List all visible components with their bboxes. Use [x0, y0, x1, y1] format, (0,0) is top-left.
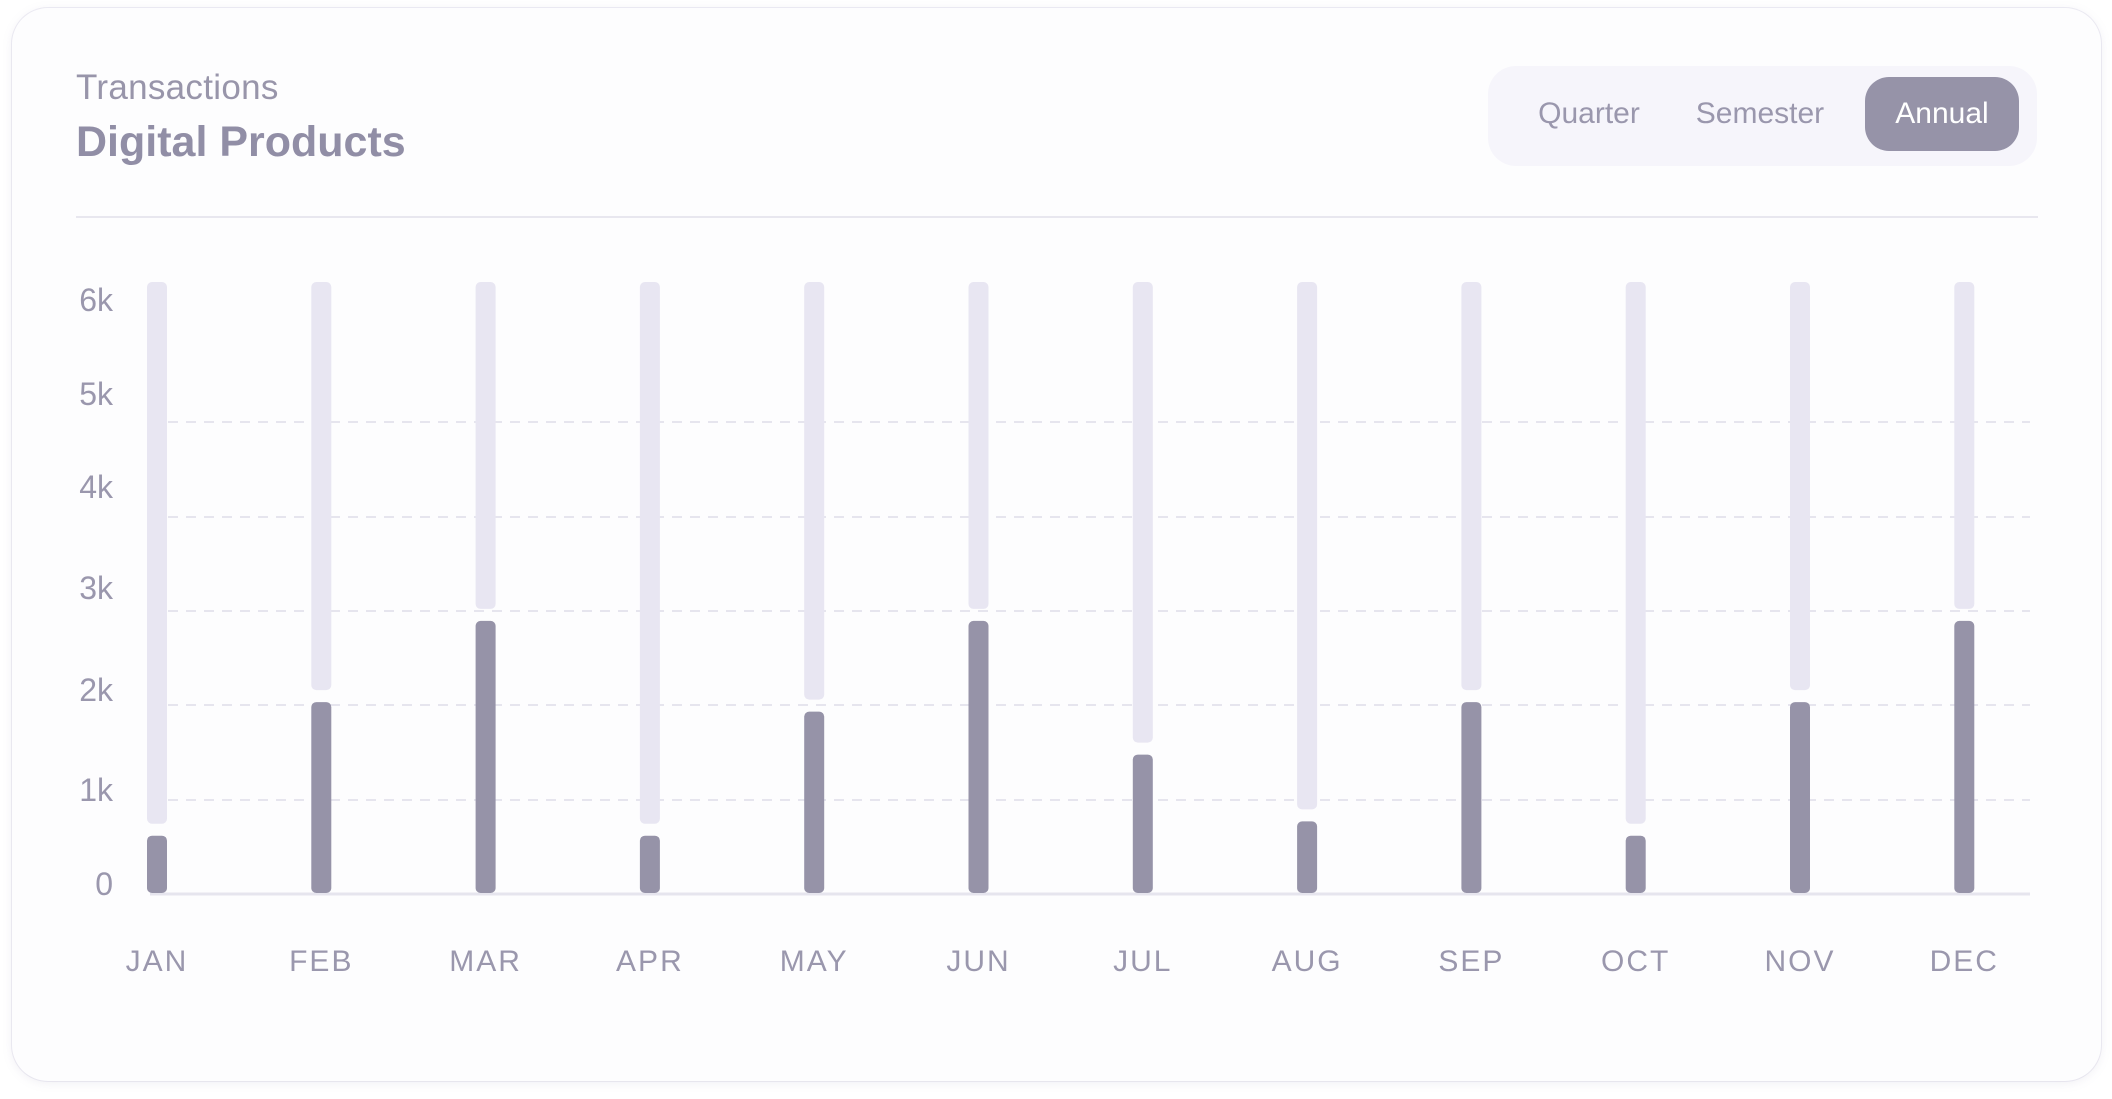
bar-track — [475, 282, 496, 609]
x-tick-label: OCT — [1601, 945, 1670, 978]
y-tick-label: 5k — [79, 376, 114, 412]
x-tick-label: JAN — [126, 945, 189, 978]
bar — [1625, 835, 1646, 893]
bar-track — [147, 282, 167, 824]
bar — [147, 835, 167, 893]
x-tick-label: DEC — [1930, 945, 1999, 978]
bar — [1132, 754, 1153, 893]
bar — [639, 835, 660, 893]
bar — [311, 702, 332, 893]
x-tick-label: APR — [616, 945, 684, 978]
bar-track — [1297, 282, 1318, 810]
y-tick-label: 1k — [79, 772, 114, 808]
bar — [1461, 702, 1482, 893]
x-tick-label: JUN — [946, 945, 1010, 978]
bar — [1297, 821, 1318, 893]
card-title: Digital Products — [76, 118, 406, 166]
y-tick-label: 2k — [79, 672, 114, 708]
annual-button[interactable]: Annual — [1865, 77, 2019, 151]
bar-track — [804, 282, 825, 700]
chart-card — [12, 8, 2101, 1081]
bar — [1790, 702, 1810, 893]
semester-button[interactable]: Semester — [1695, 97, 1825, 130]
x-tick-label: MAR — [449, 945, 522, 978]
bar-track — [311, 282, 332, 691]
bar — [475, 620, 496, 893]
x-tick-label: NOV — [1764, 945, 1835, 978]
bar-track — [1954, 282, 1975, 609]
bar-track — [1625, 282, 1646, 824]
x-tick-label: MAY — [780, 945, 849, 978]
card-subtitle: Transactions — [76, 68, 279, 107]
x-tick-label: SEP — [1438, 945, 1504, 978]
y-tick-label: 6k — [79, 282, 114, 318]
bar-track — [639, 282, 660, 824]
x-tick-label: AUG — [1272, 945, 1343, 978]
bar-track — [968, 282, 989, 609]
bar-track — [1790, 282, 1810, 691]
period-selector: Quarter Semester Annual — [1488, 66, 2037, 166]
bar — [968, 620, 989, 893]
x-tick-label: FEB — [289, 945, 353, 978]
header-divider — [76, 216, 2038, 218]
y-tick-label: 4k — [79, 469, 114, 505]
bar — [1954, 620, 1975, 893]
quarter-button[interactable]: Quarter — [1538, 97, 1640, 130]
bar-track — [1132, 282, 1153, 743]
y-tick-label: 0 — [95, 866, 113, 902]
bar-track — [1461, 282, 1482, 691]
bar — [804, 711, 825, 893]
x-tick-label: JUL — [1113, 945, 1172, 978]
y-tick-label: 3k — [79, 570, 114, 606]
